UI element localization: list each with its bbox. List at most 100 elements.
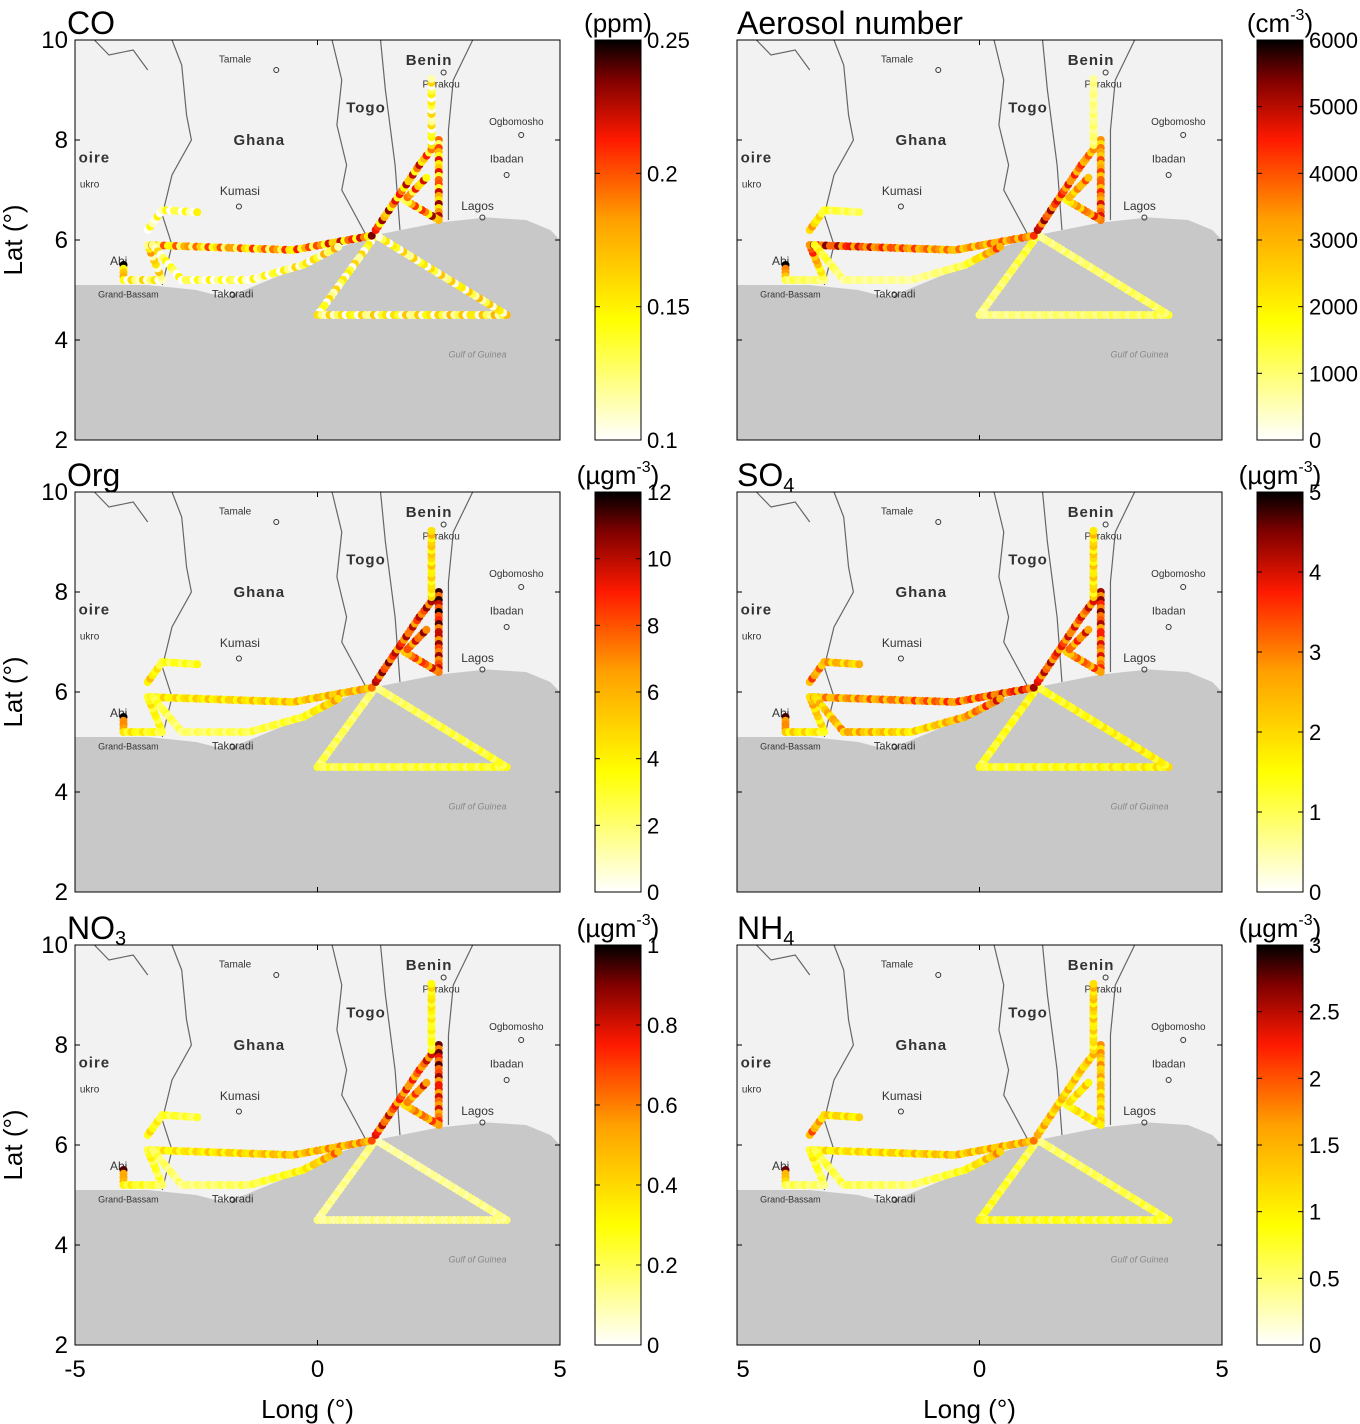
city-marker-icon [229,1197,236,1203]
city-marker-icon [273,67,280,73]
city-marker-icon [1102,521,1109,528]
place-label: Ghana [895,584,947,601]
city-marker-icon [479,214,486,221]
colorbar-tick-label: 0.15 [647,295,690,320]
x-tick-label: 0 [311,1356,324,1383]
y-tick-label: 8 [55,579,68,606]
place-label: Kumasi [882,636,922,650]
city-marker-icon [1141,214,1148,221]
track-point [1089,979,1098,988]
place-label: Kumasi [882,1089,922,1103]
place-label: Tamale [219,507,252,518]
y-tick-label: 8 [55,1032,68,1059]
country-border [993,40,1029,236]
colorbar-tick-label: 0 [1309,880,1321,905]
track-point [367,231,376,240]
place-label: Gulf of Guinea [449,1255,507,1265]
place-label: Tamale [881,960,914,971]
colorbar-tick-label: 0.2 [647,1253,678,1278]
place-label: Gulf of Guinea [1111,802,1169,812]
y-axis-label: Lat (°) [0,656,28,727]
city-marker-icon [440,974,447,981]
y-tick-label: 10 [41,27,68,54]
place-label: Ibadan [1152,154,1186,166]
country-border [993,945,1029,1141]
place-label: Togo [1008,1005,1048,1022]
colorbar-tick-label: 0.4 [647,1173,678,1198]
colorbar-tick-label: 0.8 [647,1013,678,1038]
colorbar-tick-label: 1000 [1309,361,1358,386]
city-marker-icon [440,69,447,76]
y-tick-label: 10 [41,479,68,506]
place-label: Grand-Bassam [760,290,821,300]
colorbar-unit-label: (cm-3) [1247,7,1313,38]
city-marker-icon [897,1108,904,1115]
colorbar-tick-label: 6 [647,680,659,705]
map-panel-org: Tamale Benin Parakou Togo Ghana Ogbomosho Ibad… [0,457,671,906]
track-point [1084,1078,1093,1087]
track-point [427,526,436,535]
country-border [447,945,474,1125]
city-marker-icon [235,655,242,662]
colorbar-tick-label: 2000 [1309,295,1358,320]
colorbar-tick-label: 0.25 [647,28,690,53]
place-label: Takoradi [874,741,916,753]
place-label: Grand-Bassam [98,1195,159,1205]
place-label: Takoradi [212,741,254,753]
x-tick-label: 5 [553,1356,566,1383]
place-label: Ghana [895,1037,947,1054]
panel-title: SO4 [737,457,794,497]
place-label: Ibadan [490,1059,524,1071]
place-label: Ogbomosho [1151,1022,1206,1033]
place-label: Gulf of Guinea [449,802,507,812]
y-tick-label: 4 [55,779,68,806]
place-label: Grand-Bassam [98,290,159,300]
place-label: ukro [742,632,762,643]
place-label: Kumasi [220,1089,260,1103]
place-label: Lagos [1123,1104,1156,1118]
map-layer: Tamale Benin Parakou Togo Ghana Ogbomosho Ibad… [737,40,1222,440]
country-border [331,492,367,688]
country-border [161,492,193,738]
place-label: Ibadan [1152,606,1186,618]
colorbar-tick-label: 1 [1309,1200,1321,1225]
city-marker-icon [479,666,486,673]
place-label: ukro [80,1085,100,1096]
track-point [422,1078,431,1087]
country-border [331,40,367,236]
city-marker-icon [891,1197,898,1203]
city-marker-icon [891,292,898,298]
track-point [1089,74,1098,83]
place-label: Parakou [1085,985,1122,996]
place-label: Parakou [423,532,460,543]
track-point [1084,625,1093,634]
country-border [93,492,149,523]
city-marker-icon [503,624,510,630]
y-axis-label: Lat (°) [0,204,28,275]
track-point [422,173,431,182]
place-label: oire [741,1055,773,1072]
country-border [1109,492,1136,672]
place-label: Ghana [233,132,285,149]
place-label: Benin [1068,504,1115,521]
place-label: Ogbomosho [489,569,544,580]
city-marker-icon [1180,584,1187,590]
place-label: Ogbomosho [1151,569,1206,580]
place-label: Takoradi [212,1194,254,1206]
map-panel-no3: Tamale Benin Parakou Togo Ghana Ogbomosho Ibad… [0,910,678,1424]
y-tick-label: 4 [55,1232,68,1259]
city-marker-icon [229,744,236,750]
map-panel-so4: Tamale Benin Parakou Togo Ghana Ogbomosho Ibad… [736,457,1321,905]
place-label: Ghana [895,132,947,149]
y-tick-label: 8 [55,127,68,154]
place-label: Parakou [423,80,460,91]
track-point [375,685,384,694]
place-label: Gulf of Guinea [449,350,507,360]
y-tick-label: 6 [55,227,68,254]
place-label: ukro [80,180,100,191]
place-label: Kumasi [220,184,260,198]
colorbar [1256,491,1304,893]
colorbar-unit-label: (ppm) [584,8,652,38]
map-layer: Tamale Benin Parakou Togo Ghana Ogbomosho Ibad… [75,492,560,892]
